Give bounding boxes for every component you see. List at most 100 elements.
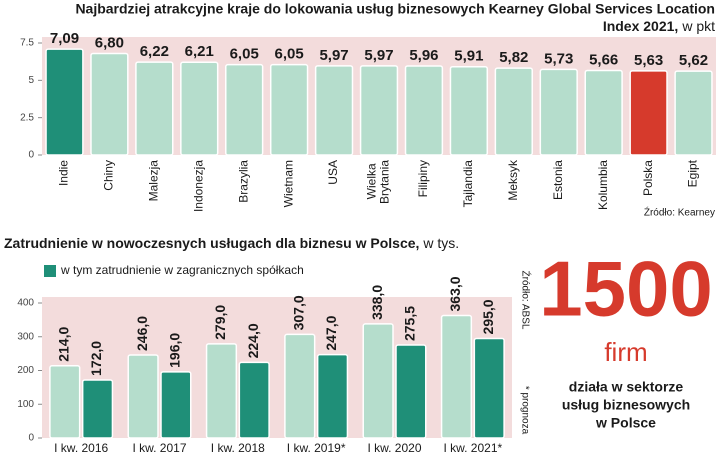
value-label: 196,0: [167, 333, 183, 368]
value-label: 5,82: [499, 49, 528, 66]
x-tick-label: Polska: [641, 160, 655, 196]
value-label: 172,0: [88, 341, 104, 376]
bar: [205, 343, 238, 439]
note: * prognoza: [519, 386, 530, 435]
x-tick-label: Kolumbia: [596, 160, 610, 210]
bar: [494, 67, 533, 156]
value-label: 5,97: [319, 47, 348, 64]
chart-title: Zatrudnienie w nowoczesnych usługach dla…: [4, 235, 419, 251]
value-label: 307,0: [290, 295, 306, 330]
bar: [449, 65, 489, 156]
source: Źródło: ABSL: [519, 271, 532, 330]
bar: [316, 353, 349, 439]
plot-background: [42, 297, 512, 438]
x-tick-label: Brazylia: [236, 160, 250, 203]
y-tick-label: 5: [28, 75, 34, 86]
x-tick-label: I kw. 2019*: [287, 441, 346, 455]
value-label: 246,0: [134, 316, 150, 351]
x-tick-label: Wielka Brytania: [365, 160, 392, 204]
bar: [539, 68, 578, 156]
bar: [395, 344, 427, 439]
y-tick-label: 100: [17, 399, 34, 410]
value-label: 295,0: [480, 299, 496, 334]
y-tick-label: 7.5: [20, 38, 34, 49]
bar: [90, 52, 129, 156]
bar: [404, 65, 444, 156]
legend-swatch: [44, 265, 56, 277]
y-tick-label: 2.5: [20, 112, 34, 123]
bar: [359, 65, 399, 156]
value-label: 7,09: [50, 30, 79, 47]
stat-unit: firm: [604, 337, 647, 367]
value-label: 5,63: [634, 52, 663, 69]
stat-text: działa w sektorze: [569, 379, 684, 395]
x-tick-label: Malezja: [147, 160, 161, 202]
bar: [180, 61, 219, 156]
bar: [238, 361, 270, 439]
value-label: 6,05: [230, 46, 259, 63]
value-label: 5,62: [679, 52, 708, 69]
value-label: 5,66: [589, 51, 618, 68]
y-tick-label: 300: [17, 331, 34, 342]
x-tick-label: Meksyk: [506, 159, 520, 201]
chart-title: Index 2021,: [603, 18, 679, 34]
chart-title: Index 2021, w pkt: [603, 18, 715, 34]
chart-subtitle: w tys.: [422, 235, 459, 251]
value-label: 5,96: [409, 47, 438, 64]
x-tick-label: USA: [326, 160, 340, 185]
stat-text: w Polsce: [595, 415, 656, 431]
bar: [473, 337, 505, 439]
bar: [81, 379, 114, 439]
value-label: 338,0: [369, 285, 385, 320]
x-tick-label: I kw. 2016: [54, 441, 108, 455]
x-tick-label: I kw. 2017: [132, 441, 186, 455]
value-label: 6,05: [275, 46, 304, 63]
y-tick-label: 0: [28, 433, 34, 444]
legend-label: w tym zatrudnienie w zagranicznych spółk…: [60, 263, 304, 277]
stat-number: 1500: [539, 245, 713, 333]
bar: [284, 333, 316, 439]
bar: [49, 365, 81, 439]
value-label: 6,22: [140, 43, 169, 60]
value-label: 6,21: [185, 43, 214, 60]
bar: [160, 371, 192, 439]
chart-subtitle: w pkt: [681, 18, 715, 34]
y-tick-label: 0: [28, 150, 34, 161]
x-tick-label: Indonezja: [191, 160, 205, 212]
value-label: 6,80: [95, 34, 124, 51]
value-label: 224,0: [245, 323, 261, 358]
bar: [127, 354, 159, 439]
value-label: 214,0: [55, 327, 71, 362]
bar: [314, 65, 354, 156]
y-tick-label: 200: [17, 365, 34, 376]
bar: [269, 63, 309, 156]
value-label: 247,0: [323, 315, 339, 350]
value-label: 5,97: [364, 47, 393, 64]
value-label: 363,0: [447, 276, 463, 311]
bar: [362, 323, 394, 439]
bar: [135, 61, 174, 156]
bar: [440, 314, 473, 439]
stat-text: usług biznesowych: [562, 397, 690, 413]
x-tick-label: Estonia: [551, 160, 565, 200]
bar: [629, 70, 668, 156]
value-label: 279,0: [212, 305, 228, 340]
x-tick-label: Wietnam: [281, 160, 295, 207]
value-label: 5,73: [544, 50, 573, 67]
bar: [45, 48, 84, 156]
value-label: 275,5: [402, 306, 418, 341]
chart-title: Najbardziej atrakcyjne kraje do lokowani…: [75, 1, 715, 17]
source: Źródło: Kearney: [644, 206, 715, 219]
x-tick-label: I kw. 2018: [211, 441, 265, 455]
value-label: 5,91: [454, 48, 483, 65]
bar: [674, 70, 713, 156]
x-tick-label-part: Brytania: [378, 160, 392, 204]
x-tick-label: Chiny: [102, 160, 116, 191]
x-tick-label: Tajlandia: [461, 160, 475, 208]
x-tick-label: Egipt: [686, 159, 700, 187]
bar: [584, 69, 623, 156]
y-tick-label: 400: [17, 298, 34, 309]
bar: [225, 63, 264, 156]
x-tick-label: I kw. 2021*: [443, 441, 502, 455]
